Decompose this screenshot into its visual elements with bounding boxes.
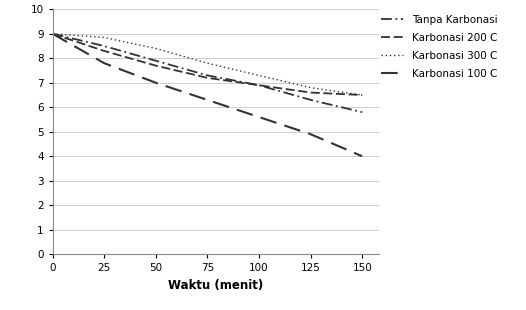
X-axis label: Waktu (menit): Waktu (menit) — [168, 279, 264, 292]
Legend: Tanpa Karbonasi, Karbonasi 200 C, Karbonasi 300 C, Karbonasi 100 C: Tanpa Karbonasi, Karbonasi 200 C, Karbon… — [381, 15, 498, 79]
